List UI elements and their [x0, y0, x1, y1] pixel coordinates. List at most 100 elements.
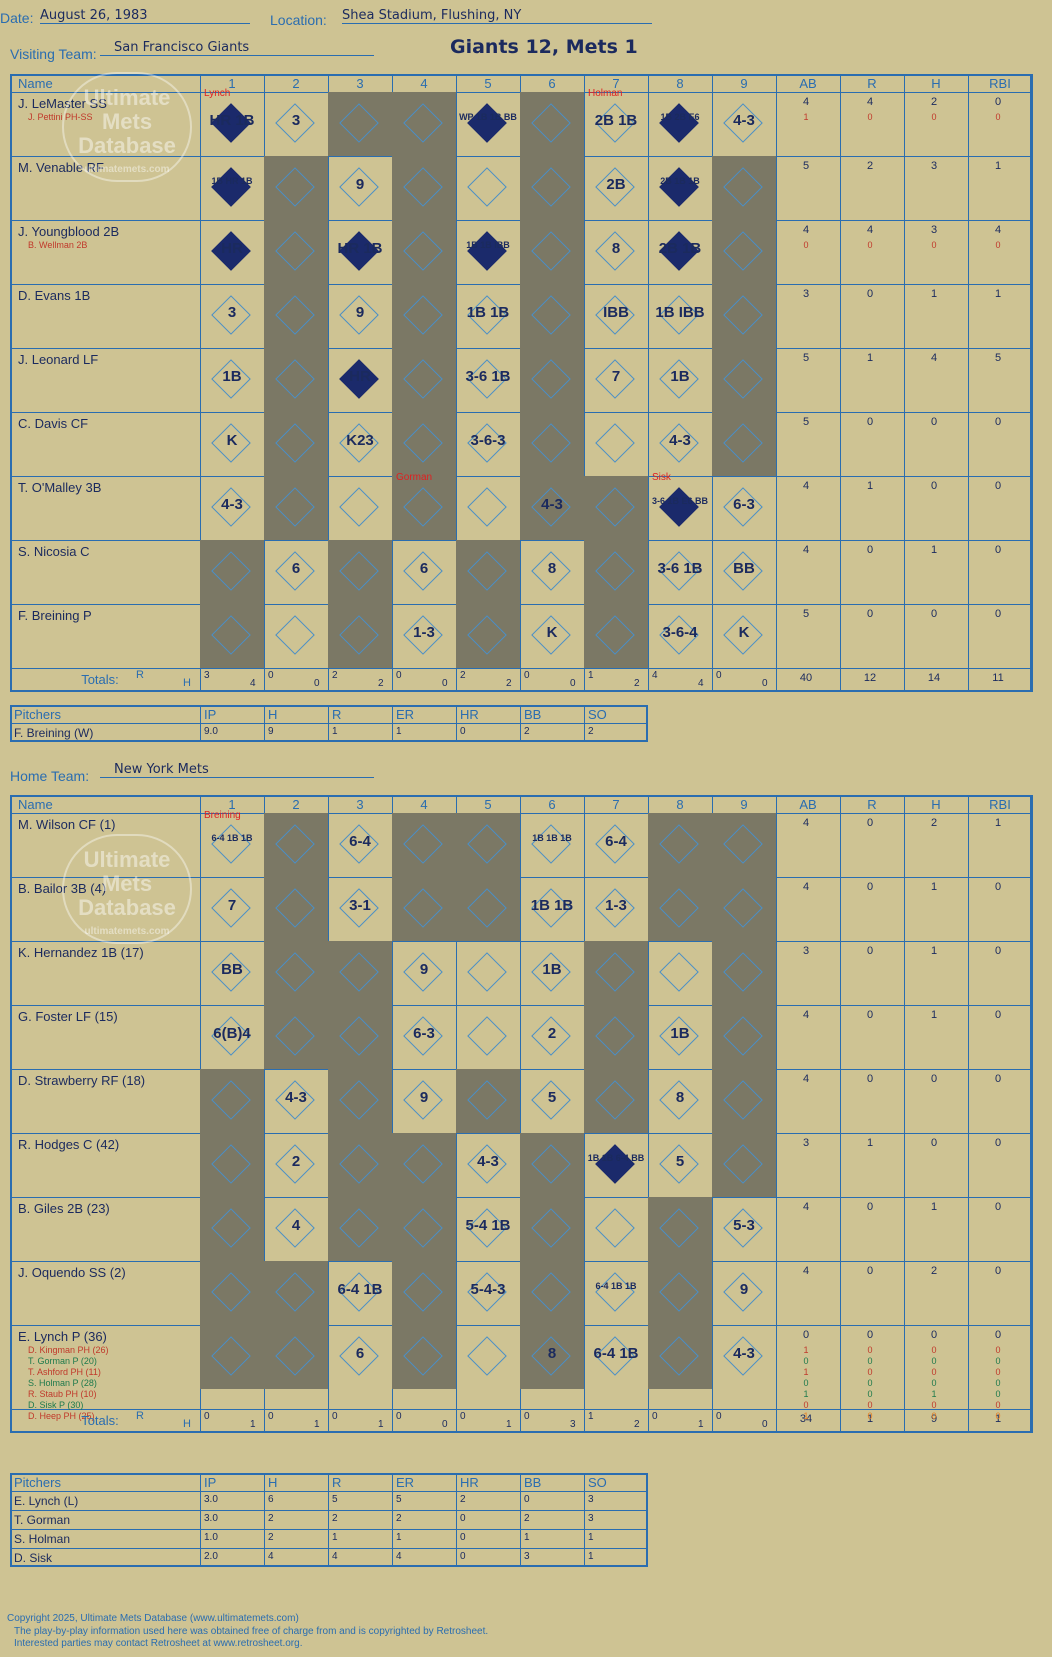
base-diamond-icon	[275, 615, 315, 655]
at-bat-cell: 1B	[648, 348, 712, 412]
pitcher-stat-header: ER	[396, 707, 415, 722]
at-bat-cell	[200, 1133, 264, 1197]
play-notation: 6-4 1B	[337, 1281, 383, 1298]
base-diamond-icon	[723, 952, 763, 992]
base-diamond-icon	[403, 824, 443, 864]
play-notation: 6-4 1B 1B	[595, 1281, 637, 1291]
base-diamond-icon	[531, 423, 571, 463]
stat-value: 2	[930, 1265, 938, 1277]
play-notation: 1B 1B 6-4 BB	[587, 1153, 645, 1163]
sub-stat-value: 0	[803, 1400, 809, 1410]
pitcher-stat: 3	[524, 1551, 530, 1562]
sub-stat-value: 0	[867, 1356, 873, 1366]
sub-stat-value: 0	[867, 1345, 873, 1355]
stat-value: 0	[994, 881, 1002, 893]
at-bat-cell: BB	[712, 540, 776, 604]
at-bat-cell	[712, 813, 776, 877]
stat-value: 2	[930, 817, 938, 829]
base-diamond-icon	[403, 1272, 443, 1312]
stat-value: 2	[866, 160, 874, 172]
total-stat: 1	[994, 1413, 1002, 1425]
base-diamond-icon	[275, 1336, 315, 1376]
play-notation: 1B	[542, 961, 562, 978]
column-header-stat: RBI	[989, 797, 1011, 812]
pitcher-stat: 3	[588, 1513, 594, 1524]
batter-name: C. Davis CF	[18, 416, 89, 431]
play-notation: 3-6 1B	[465, 368, 511, 385]
total-stat: 12	[863, 672, 877, 684]
sub-stat-value: 0	[803, 1378, 809, 1388]
play-notation: 2B 1B	[594, 112, 638, 129]
play-notation: 8	[547, 560, 557, 577]
at-bat-cell	[264, 1005, 328, 1069]
at-bat-cell: 3-6 1B E6 BB	[648, 476, 712, 540]
at-bat-cell: HR 1B	[328, 220, 392, 284]
play-notation: 7	[611, 368, 621, 385]
at-bat-cell	[648, 877, 712, 941]
base-diamond-icon	[339, 551, 379, 591]
play-notation: 6-4	[605, 833, 627, 850]
pitcher-stat: 3.0	[204, 1494, 218, 1505]
column-header-stat: R	[867, 76, 877, 91]
batter-name: D. Strawberry RF (18)	[18, 1073, 146, 1088]
at-bat-cell: 6-4	[328, 813, 392, 877]
base-diamond-icon	[595, 1272, 635, 1312]
at-bat-cell: 4-3	[712, 1325, 776, 1389]
pitchers-frame	[10, 1473, 648, 1567]
row-divider	[10, 1510, 648, 1511]
play-notation: 1B HR 1B	[211, 176, 253, 186]
play-notation: 6	[355, 1345, 365, 1362]
base-diamond-icon	[659, 1336, 699, 1376]
stat-value: 4	[802, 1073, 810, 1085]
row-divider	[10, 1491, 648, 1492]
at-bat-cell: 9	[328, 156, 392, 220]
sub-stat-value: 0	[931, 112, 937, 122]
inning-runs: 0	[268, 670, 274, 681]
inning-hits: 1	[314, 1419, 320, 1430]
base-diamond-icon	[595, 423, 635, 463]
inning-runs: 0	[268, 1411, 274, 1422]
at-bat-cell	[200, 1325, 264, 1389]
substitute-name: T. Gorman P (20)	[28, 1356, 97, 1366]
at-bat-cell: 6-4 1B 1B	[200, 813, 264, 877]
at-bat-cell: 2B 1B	[648, 220, 712, 284]
at-bat-cell: 5	[520, 1069, 584, 1133]
stat-value: 3	[802, 1137, 810, 1149]
base-diamond-icon	[211, 1080, 251, 1120]
play-notation: 3-6-3	[470, 432, 506, 449]
play-notation: 6-3	[733, 496, 755, 513]
play-notation: 4-3	[733, 1345, 755, 1362]
play-notation: 2	[291, 1153, 301, 1170]
at-bat-cell	[712, 1005, 776, 1069]
at-bat-cell: HR	[328, 348, 392, 412]
stat-value: 0	[994, 1265, 1002, 1277]
batter-name: E. Lynch P (36)	[18, 1329, 107, 1344]
at-bat-cell	[520, 348, 584, 412]
at-bat-cell	[392, 156, 456, 220]
inning-runs: 0	[716, 1411, 722, 1422]
base-diamond-icon	[403, 1144, 443, 1184]
at-bat-cell	[456, 476, 520, 540]
at-bat-cell	[392, 1261, 456, 1325]
base-diamond-icon	[339, 1144, 379, 1184]
sub-stat-value: 0	[867, 1367, 873, 1377]
play-notation: 5	[547, 1089, 557, 1106]
base-diamond-icon	[595, 1080, 635, 1120]
base-diamond-icon	[723, 1080, 763, 1120]
at-bat-cell	[328, 1005, 392, 1069]
base-diamond-icon	[403, 487, 443, 527]
inning-runs: 0	[524, 670, 530, 681]
inning-runs: 0	[460, 1411, 466, 1422]
at-bat-cell	[392, 348, 456, 412]
at-bat-cell: 6-3	[392, 1005, 456, 1069]
at-bat-cell: 1B 1B	[456, 284, 520, 348]
pitcher-stat-header: R	[332, 1475, 342, 1490]
stat-value: 0	[866, 608, 874, 620]
at-bat-cell: 3-6 1B	[456, 348, 520, 412]
at-bat-cell	[200, 1197, 264, 1261]
inning-hits: 4	[698, 678, 704, 689]
base-diamond-icon	[403, 888, 443, 928]
play-notation: 4-3	[477, 1153, 499, 1170]
column-header-inning: 6	[548, 797, 556, 812]
pitcher-stat: 1	[588, 1532, 594, 1543]
